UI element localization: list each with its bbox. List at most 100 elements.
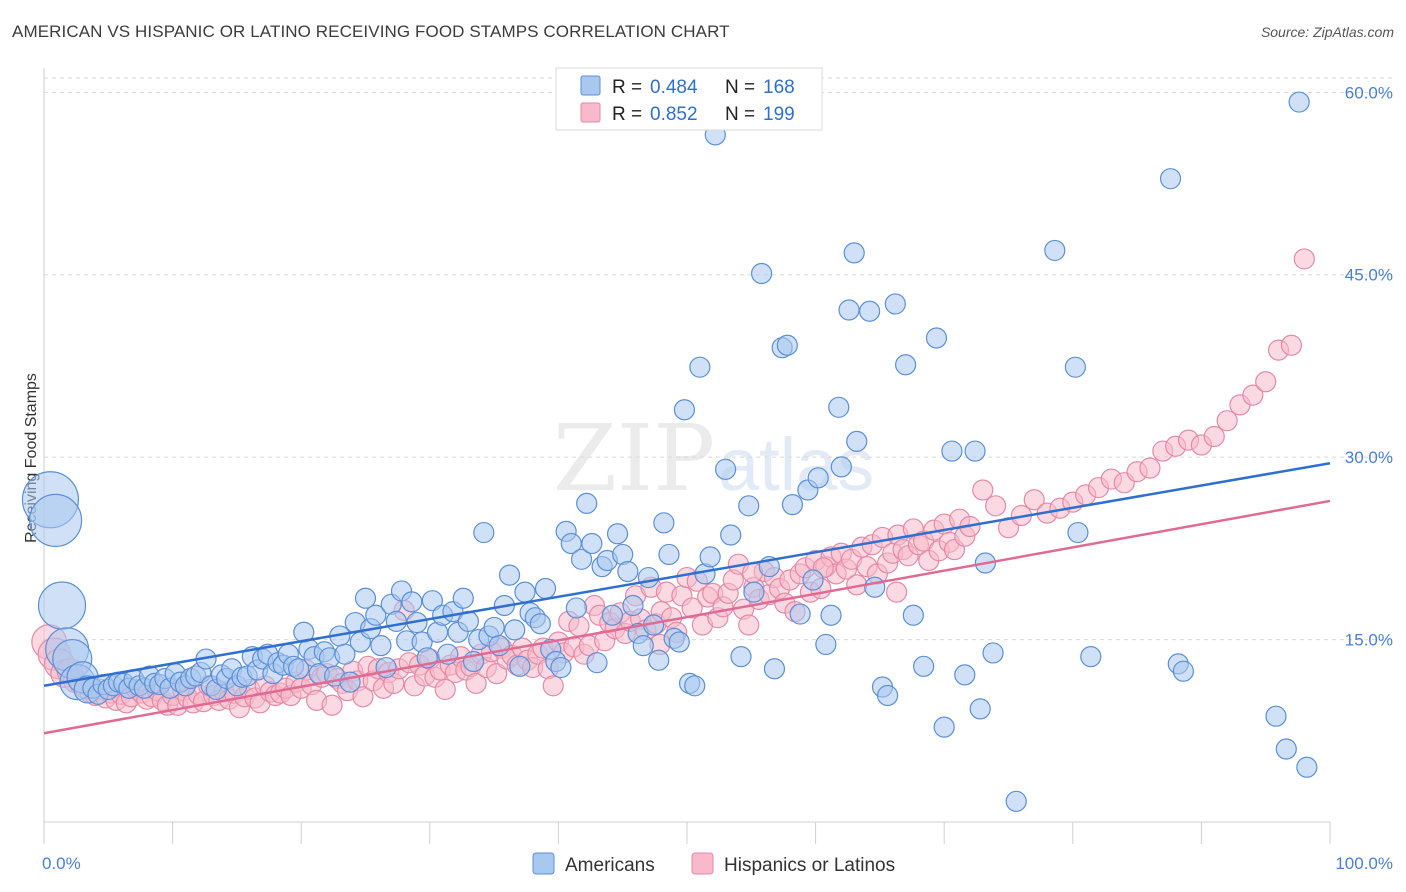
- american-point: [473, 521, 495, 544]
- american-point: [964, 440, 986, 462]
- bottom-legend-swatch-hispanics: [691, 852, 714, 875]
- american-point: [763, 658, 786, 680]
- hispanic-point: [681, 597, 703, 619]
- american-point: [699, 546, 721, 568]
- american-point: [288, 658, 310, 680]
- american-point: [401, 591, 423, 613]
- american-point: [982, 642, 1004, 664]
- trend-line-hispanics: [43, 499, 1331, 735]
- chart-title: AMERICAN VS HISPANIC OR LATINO RECEIVING…: [12, 22, 730, 41]
- y-tick-label-45: 45.0%: [1345, 266, 1393, 285]
- american-point: [941, 440, 963, 462]
- american-point: [1044, 239, 1066, 262]
- american-point: [570, 548, 593, 570]
- american-point: [601, 604, 624, 626]
- american-point: [668, 631, 690, 653]
- american-point: [648, 649, 670, 671]
- american-point: [1265, 705, 1287, 727]
- legend-n-label-hispanics: N =: [725, 104, 755, 125]
- legend-swatch-americans: [580, 75, 601, 96]
- y-tick-label-30: 30.0%: [1345, 448, 1393, 467]
- american-point: [673, 399, 696, 421]
- american-point: [933, 716, 955, 738]
- american-point: [550, 656, 572, 679]
- x-tick-label-max: 100.0%: [1335, 854, 1393, 873]
- hispanic-point: [1293, 248, 1315, 270]
- hispanic-point: [1203, 425, 1225, 448]
- american-point: [689, 356, 711, 378]
- american-point: [365, 604, 387, 626]
- legend-r-value-americans: 0.484: [650, 77, 698, 98]
- american-point: [969, 698, 991, 720]
- legend-n-label-americans: N =: [725, 77, 755, 98]
- hispanic-point: [486, 663, 508, 685]
- american-point: [370, 635, 392, 657]
- watermark-zip: ZIP: [553, 405, 715, 512]
- american-point: [895, 354, 917, 376]
- x-tick-label-min: 0.0%: [42, 854, 81, 873]
- hispanic-point: [465, 672, 487, 694]
- american-point: [1288, 91, 1310, 113]
- hispanic-point: [321, 694, 343, 716]
- legend-r-value-hispanics: 0.852: [650, 104, 698, 125]
- american-point: [37, 581, 87, 630]
- american-point: [653, 512, 675, 534]
- hispanic-point: [1242, 384, 1264, 406]
- hispanic-point: [1216, 410, 1238, 432]
- american-point: [884, 293, 906, 315]
- american-point: [28, 493, 83, 548]
- legend-r-label-hispanics: R =: [612, 104, 642, 125]
- american-point: [807, 467, 829, 489]
- american-point: [1296, 756, 1318, 778]
- hispanic-point: [542, 675, 564, 697]
- american-point: [339, 671, 361, 693]
- american-point: [637, 566, 660, 589]
- american-point: [1080, 646, 1102, 668]
- hispanic-point: [434, 678, 456, 701]
- american-point: [859, 300, 881, 322]
- american-point: [902, 604, 924, 626]
- american-point: [838, 299, 860, 321]
- hispanic-point: [985, 495, 1007, 517]
- legend: R = 0.484 N = 168 R = 0.852 N = 199: [555, 67, 823, 131]
- hispanic-point: [1139, 457, 1161, 479]
- watermark: ZIP atlas: [553, 405, 874, 512]
- americans-series: [21, 91, 1318, 812]
- american-point: [714, 458, 737, 480]
- american-point: [658, 543, 680, 566]
- american-point: [877, 684, 899, 707]
- american-point: [514, 581, 536, 603]
- hispanic-point: [568, 615, 590, 637]
- american-point: [730, 646, 752, 668]
- american-point: [385, 610, 407, 632]
- bottom-legend-swatch-americans: [532, 852, 555, 875]
- american-point: [452, 587, 474, 609]
- american-point: [1159, 168, 1182, 190]
- american-point: [925, 327, 948, 349]
- legend-r-label-americans: R =: [612, 77, 642, 98]
- bottom-legend-label-hispanics: Hispanics or Latinos: [724, 855, 895, 876]
- hispanic-point: [1255, 371, 1277, 393]
- hispanic-point: [352, 686, 374, 708]
- american-point: [820, 604, 842, 626]
- chart-source: Source: ZipAtlas.com: [1260, 24, 1394, 40]
- hispanic-point: [886, 581, 908, 603]
- hispanic-point: [738, 614, 760, 636]
- american-point: [843, 242, 865, 264]
- legend-n-value-americans: 168: [763, 77, 795, 98]
- american-point: [632, 635, 654, 657]
- american-point: [1172, 660, 1194, 682]
- american-point: [684, 675, 706, 697]
- american-point: [509, 655, 531, 677]
- american-point: [789, 603, 811, 625]
- american-point: [815, 633, 837, 656]
- american-point: [565, 597, 588, 619]
- american-point: [534, 577, 557, 600]
- hispanic-point: [1280, 334, 1303, 356]
- american-point: [776, 334, 798, 356]
- american-point: [830, 456, 852, 478]
- american-point: [334, 643, 356, 665]
- american-point: [354, 587, 377, 609]
- american-point: [375, 656, 397, 679]
- legend-swatch-hispanics: [580, 102, 601, 123]
